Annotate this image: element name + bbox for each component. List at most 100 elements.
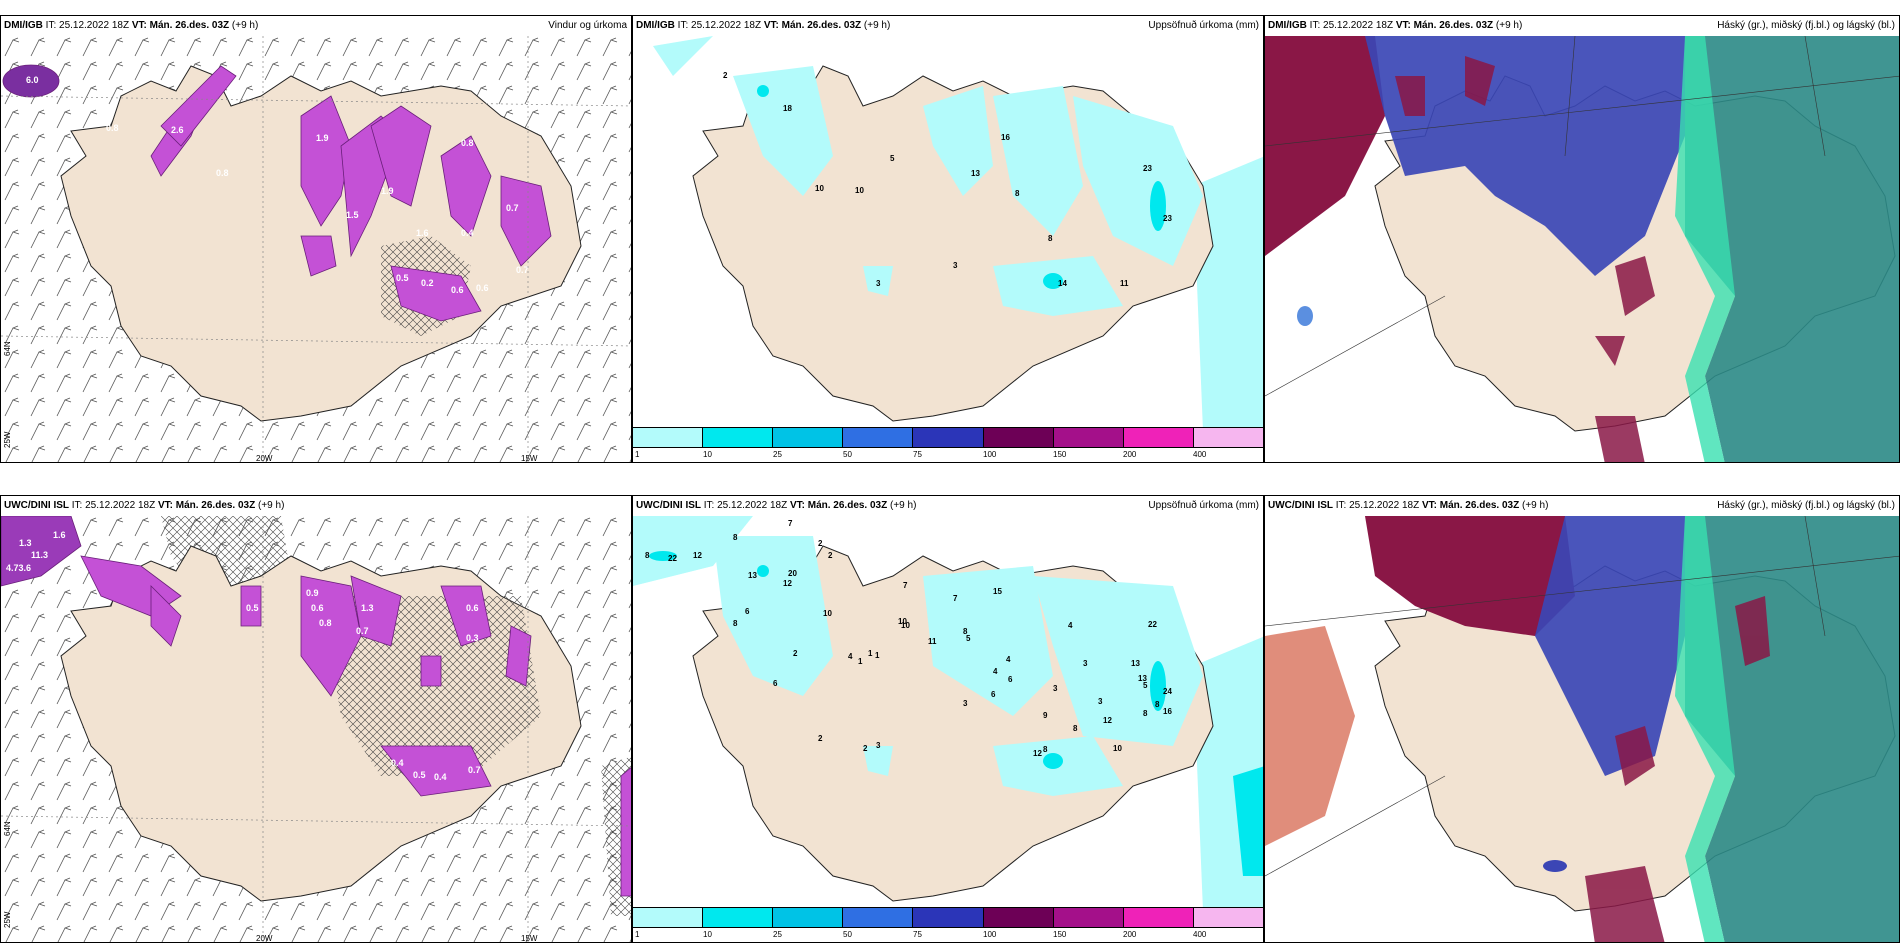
lead-time: (+9 h) (258, 500, 285, 511)
colorbar-tick: 100 (983, 930, 997, 939)
wind-label: 1.5 (346, 210, 359, 220)
precip-value: 12 (783, 579, 792, 588)
precip-value: 12 (1033, 749, 1042, 758)
precip-value: 7 (953, 594, 958, 603)
wind-label: 0.6 (311, 603, 324, 613)
lead-time: (+9 h) (1495, 20, 1523, 31)
panel-header: UWC/DINI ISL IT: 25.12.2022 18Z VT: Mán.… (1265, 496, 1899, 516)
precip-value: 3 (963, 699, 968, 708)
colorbar-tick: 400 (1193, 930, 1207, 939)
model-name: DMI/IGB (1268, 20, 1307, 31)
precip-value: 8 (1043, 745, 1048, 754)
colorbar-tick: 10 (703, 930, 712, 939)
wind-label: 0.5 (396, 273, 409, 283)
init-time: IT: 25.12.2022 18Z (677, 20, 762, 31)
precip-value: 12 (1103, 716, 1112, 725)
wind-label: 1.9 (381, 186, 394, 196)
valid-time: VT: Mán. 26.des. 03Z (763, 20, 862, 31)
precip-value: 7 (903, 581, 908, 590)
precip-value: 8 (1143, 709, 1148, 718)
panel-title: Háský (gr.), miðský (fj.bl.) og lágský (… (1717, 500, 1895, 511)
init-time: IT: 25.12.2022 18Z (1309, 20, 1394, 31)
wind-label: 0.4 (434, 772, 447, 782)
precip-value: 13 (1138, 674, 1147, 683)
precip-value: 8 (1073, 724, 1078, 733)
colorbar-tick: 25 (773, 450, 782, 459)
precip-value: 3 (1098, 697, 1103, 706)
precip-value: 3 (876, 279, 881, 288)
precip-value: 2 (723, 71, 728, 80)
wind-label: 0.8 (319, 618, 332, 628)
colorbar-swatch (703, 428, 774, 447)
panel-header: DMI/IGB IT: 25.12.2022 18Z VT: Mán. 26.d… (1, 16, 631, 36)
init-time: IT: 25.12.2022 18Z (45, 20, 130, 31)
wind-label: 0.7 (468, 765, 481, 775)
precip-value: 12 (693, 551, 702, 560)
panel-header: UWC/DINI ISL IT: 25.12.2022 18Z VT: Mán.… (1, 496, 631, 516)
wind-label: 0.7 (516, 265, 529, 275)
colorbar-tick: 10 (703, 450, 712, 459)
colorbar-ticks: 1 10 25 50 75 100 150 200 400 (633, 928, 1263, 942)
lead-time: (+9 h) (231, 20, 259, 31)
precip-value: 23 (1163, 214, 1172, 223)
colorbar-tick: 400 (1193, 450, 1207, 459)
colorbar (633, 907, 1263, 928)
wind-speed-labels: 6.0 0.8 2.6 1.9 0.8 1.5 1.9 0.8 0.7 1.6 … (26, 75, 529, 295)
wind-label: 1.9 (316, 133, 329, 143)
panel-title: Háský (gr.), miðský (fj.bl.) og lágský (… (1717, 20, 1895, 31)
model-name: UWC/DINI ISL (1268, 500, 1333, 511)
precip-value: 2 (818, 734, 823, 743)
wind-speed-labels: 1.6 1.3 11.3 4.73.6 0.5 0.9 0.6 0.8 1.3 … (6, 530, 481, 782)
lon-label: 25W (3, 431, 12, 448)
colorbar-tick: 50 (843, 450, 852, 459)
clouds-map (1265, 36, 1899, 462)
valid-time: VT: Mán. 26.des. 03Z (1421, 500, 1520, 511)
precip-value: 3 (953, 261, 958, 270)
panel-header: DMI/IGB IT: 25.12.2022 18Z VT: Mán. 26.d… (1265, 16, 1899, 36)
panel-header: UWC/DINI ISL IT: 25.12.2022 18Z VT: Mán.… (633, 496, 1263, 516)
panel-accum-precip-dmi: DMI/IGB IT: 25.12.2022 18Z VT: Mán. 26.d… (632, 15, 1264, 463)
precip-value: 10 (1113, 744, 1122, 753)
lead-time: (+9 h) (863, 20, 891, 31)
lon-label: 25W (3, 911, 12, 928)
colorbar-swatch (843, 908, 914, 927)
colorbar-swatch (1053, 908, 1124, 927)
precip-value: 1 (875, 651, 880, 660)
colorbar-tick: 75 (913, 930, 922, 939)
wind-label: 0.8 (461, 138, 474, 148)
model-name: UWC/DINI ISL (636, 500, 701, 511)
colorbar-swatch (633, 908, 704, 927)
wind-label: 0.8 (216, 168, 229, 178)
wind-label: 0.8 (106, 123, 119, 133)
wind-label: 0.9 (306, 588, 319, 598)
precip-value: 8 (733, 619, 738, 628)
lat-label: 64N (3, 341, 12, 356)
colorbar-swatch (1053, 428, 1124, 447)
colorbar-tick: 150 (1053, 930, 1067, 939)
colorbar-tick: 150 (1053, 450, 1067, 459)
precip-value: 2 (818, 539, 823, 548)
wind-label: 4.73.6 (6, 563, 31, 573)
colorbar-swatch (633, 428, 704, 447)
init-time: IT: 25.12.2022 18Z (703, 500, 788, 511)
precip-value: 22 (1148, 620, 1157, 629)
wind-label: 1.3 (361, 603, 374, 613)
precip-value: 6 (1008, 675, 1013, 684)
precip-value: 13 (748, 571, 757, 580)
precip-value: 1 (868, 649, 873, 658)
precip-value: 2 (828, 551, 833, 560)
wind-precip-map: 1.6 1.3 11.3 4.73.6 0.5 0.9 0.6 0.8 1.3 … (1, 516, 631, 942)
precip-value: 5 (890, 154, 895, 163)
precip-value: 11 (928, 637, 937, 646)
panel-clouds-dmi: DMI/IGB IT: 25.12.2022 18Z VT: Mán. 26.d… (1264, 15, 1900, 463)
precip-value: 3 (876, 741, 881, 750)
precip-value: 10 (823, 609, 832, 618)
clouds-map (1265, 516, 1899, 942)
colorbar-tick: 1 (635, 930, 640, 939)
wind-label: 0.7 (506, 203, 519, 213)
lat-label: 64N (3, 821, 12, 836)
colorbar-swatch (1193, 428, 1263, 447)
precip-value: 5 (1143, 681, 1148, 690)
precip-value: 1 (858, 657, 863, 666)
